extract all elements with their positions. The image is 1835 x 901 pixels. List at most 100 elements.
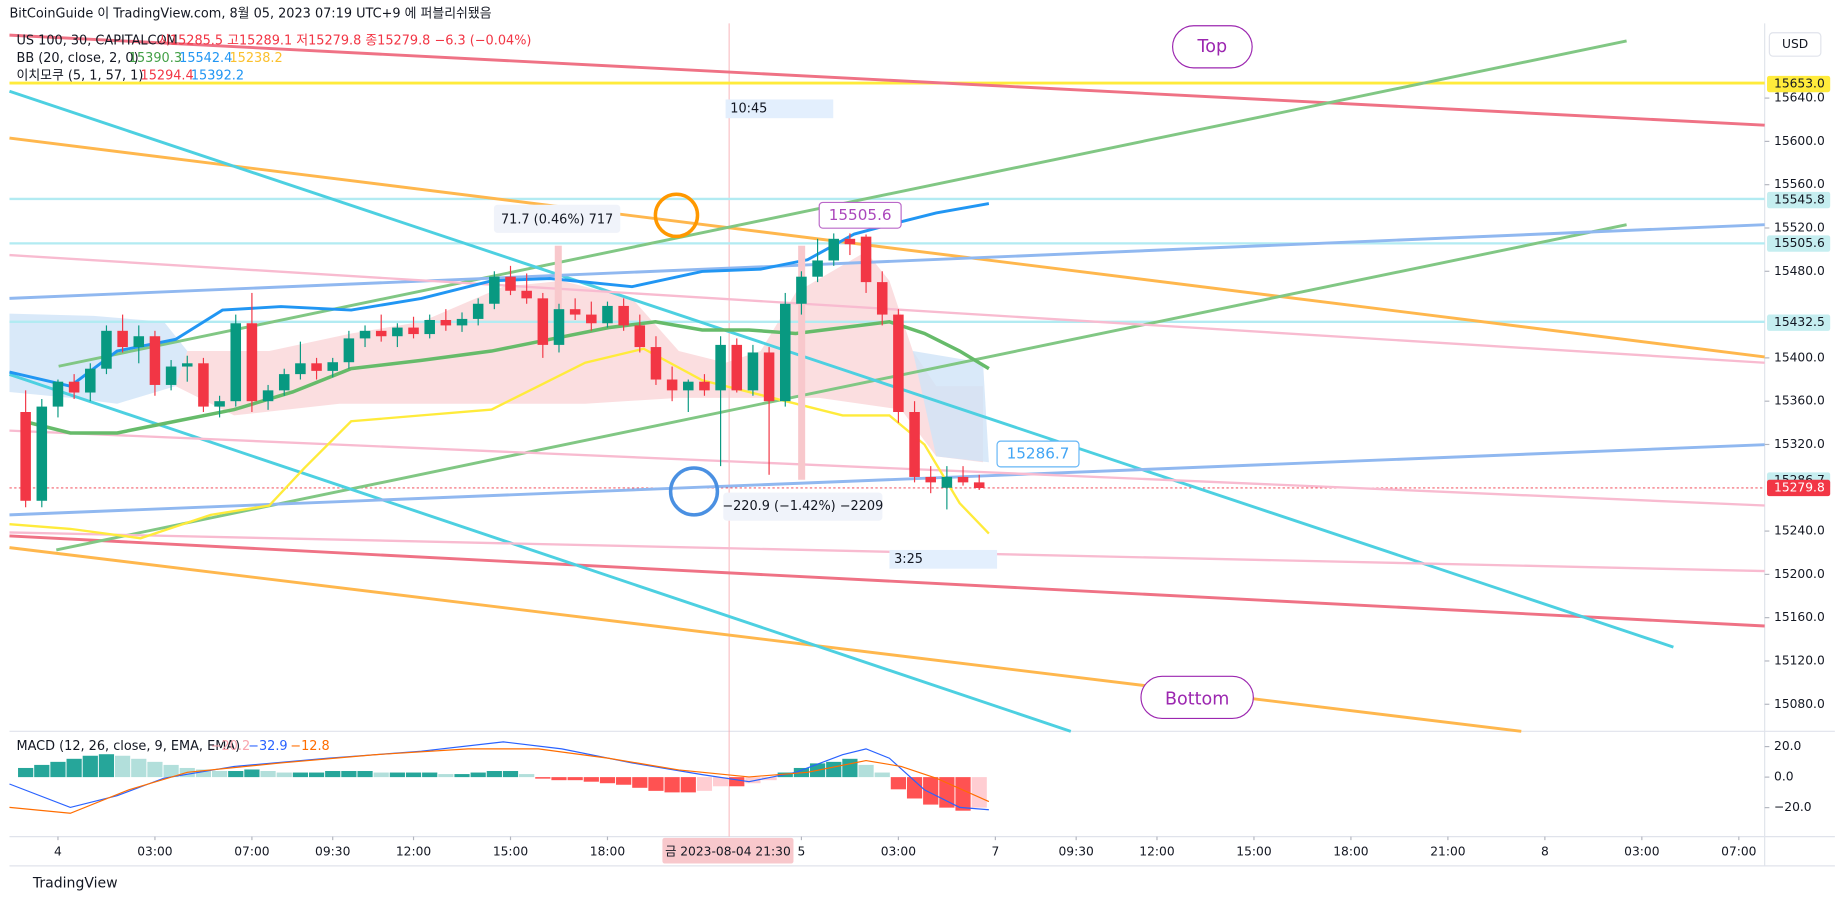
duration-box bbox=[725, 99, 834, 119]
y-tick-label: −20.0 bbox=[1774, 800, 1812, 814]
x-tick-label: 03:00 bbox=[1624, 844, 1659, 858]
macd-bar bbox=[890, 777, 906, 790]
macd-bar bbox=[632, 777, 648, 788]
macd-bar bbox=[325, 771, 341, 778]
macd-bar bbox=[502, 771, 519, 778]
duration-text: 3:25 bbox=[894, 552, 923, 567]
y-tick-label: 15320.0 bbox=[1774, 437, 1825, 451]
x-tick-label: 09:30 bbox=[315, 844, 350, 858]
candle-body bbox=[359, 330, 371, 339]
trend-line bbox=[9, 531, 1765, 573]
cloud-red bbox=[175, 251, 984, 463]
macd-bar bbox=[567, 777, 583, 781]
macd-bar bbox=[308, 772, 325, 778]
macd-bar bbox=[616, 777, 632, 785]
candle-body bbox=[699, 381, 710, 391]
trend-lines bbox=[9, 33, 1765, 733]
trend-line bbox=[9, 33, 1765, 127]
candle-body bbox=[876, 282, 888, 315]
macd-bar bbox=[228, 771, 244, 778]
marks: 15640.0 15600.0 15560.0 15520.0 15480.0 15400… bbox=[9, 75, 1831, 858]
candle-body bbox=[408, 327, 419, 335]
macd-bar bbox=[519, 774, 535, 778]
macd-bar bbox=[115, 755, 131, 778]
candle-body bbox=[602, 305, 613, 324]
y-tick-label: 15080.0 bbox=[1774, 697, 1825, 711]
x-tick-label: 8 bbox=[1541, 844, 1549, 858]
macd-bar bbox=[195, 769, 212, 778]
macd-bar bbox=[373, 772, 389, 778]
candle-body bbox=[52, 381, 64, 407]
callout-text: 15505.6 bbox=[829, 206, 892, 224]
legend-value: −32.9 bbox=[248, 739, 287, 754]
trend-line bbox=[55, 223, 1627, 552]
candle-body bbox=[262, 390, 274, 402]
y-tick-label: 15160.0 bbox=[1774, 610, 1825, 624]
x-tick-label: 03:00 bbox=[137, 844, 172, 858]
candle-body bbox=[715, 344, 726, 391]
candle-body bbox=[117, 330, 128, 348]
macd-bar bbox=[842, 758, 858, 778]
candle-body bbox=[472, 303, 484, 319]
candle-body bbox=[683, 381, 694, 391]
legend-ichimoku: 이치모쿠 (5, 1, 57, 1) bbox=[17, 69, 144, 84]
candle-body bbox=[893, 314, 904, 413]
candle-body bbox=[763, 352, 775, 402]
macd-bar bbox=[923, 777, 939, 805]
price-label-bg bbox=[1767, 235, 1831, 252]
crosshair-time: 금 2023-08-04 21:30 bbox=[665, 844, 791, 858]
macd-bar bbox=[486, 771, 502, 778]
candle-body bbox=[731, 344, 743, 391]
macd-bar bbox=[66, 758, 82, 778]
macd-bar bbox=[211, 771, 228, 778]
price-label-bg bbox=[1767, 314, 1831, 331]
candle-body bbox=[198, 363, 209, 407]
price-label-bg bbox=[1767, 191, 1831, 209]
macd-bar bbox=[244, 769, 260, 778]
measure-down bbox=[798, 245, 806, 480]
x-tick-label: 09:30 bbox=[1058, 844, 1093, 858]
crosshair-time-box bbox=[662, 837, 794, 864]
macd-bar bbox=[422, 772, 438, 778]
candle-body bbox=[796, 276, 807, 304]
macd-bar bbox=[858, 764, 874, 778]
macd-bar bbox=[551, 777, 567, 781]
candle-body bbox=[779, 303, 791, 402]
candle-body bbox=[133, 336, 145, 348]
candle-body bbox=[36, 406, 48, 501]
macd-bar bbox=[713, 777, 729, 787]
candle-body bbox=[489, 276, 500, 304]
trend-line bbox=[9, 546, 1522, 733]
macd-bar bbox=[276, 772, 292, 778]
macd-bar bbox=[680, 777, 696, 793]
candle-body bbox=[343, 338, 355, 363]
y-tick-label: 15400.0 bbox=[1774, 350, 1825, 364]
candle-body bbox=[586, 314, 597, 324]
y-tick-label: 15200.0 bbox=[1774, 567, 1825, 581]
currency-button[interactable] bbox=[1768, 32, 1822, 57]
macd-bar bbox=[34, 764, 50, 778]
candle-body bbox=[327, 362, 338, 371]
macd-bar bbox=[131, 758, 147, 778]
footer-logo: TradingView bbox=[32, 875, 118, 891]
currency-label[interactable]: USD bbox=[1782, 37, 1808, 51]
candle-body bbox=[860, 236, 872, 283]
macd-bar bbox=[82, 755, 98, 778]
candle-body bbox=[456, 318, 468, 326]
candle-body bbox=[214, 401, 225, 407]
trend-line bbox=[9, 373, 1072, 733]
x-tick-label: 4 bbox=[54, 844, 62, 858]
candle-body bbox=[973, 482, 985, 488]
macd-bar bbox=[745, 777, 761, 784]
trend-line bbox=[9, 534, 1765, 628]
candle-body bbox=[85, 368, 96, 393]
measure-text: −220.9 (−1.42%) −2209 bbox=[722, 499, 883, 514]
macd-bar bbox=[599, 777, 616, 784]
x-tick-label: 5 bbox=[798, 844, 806, 858]
candle-body bbox=[812, 260, 823, 277]
y-tick-label: 15360.0 bbox=[1774, 394, 1825, 408]
x-tick-label: 07:00 bbox=[234, 844, 269, 858]
legend-ohlc: 시15285.5 고15289.1 저15279.8 종15279.8 −6.3… bbox=[158, 33, 531, 48]
candle-body bbox=[505, 276, 516, 291]
x-tick-label: 7 bbox=[991, 844, 999, 858]
